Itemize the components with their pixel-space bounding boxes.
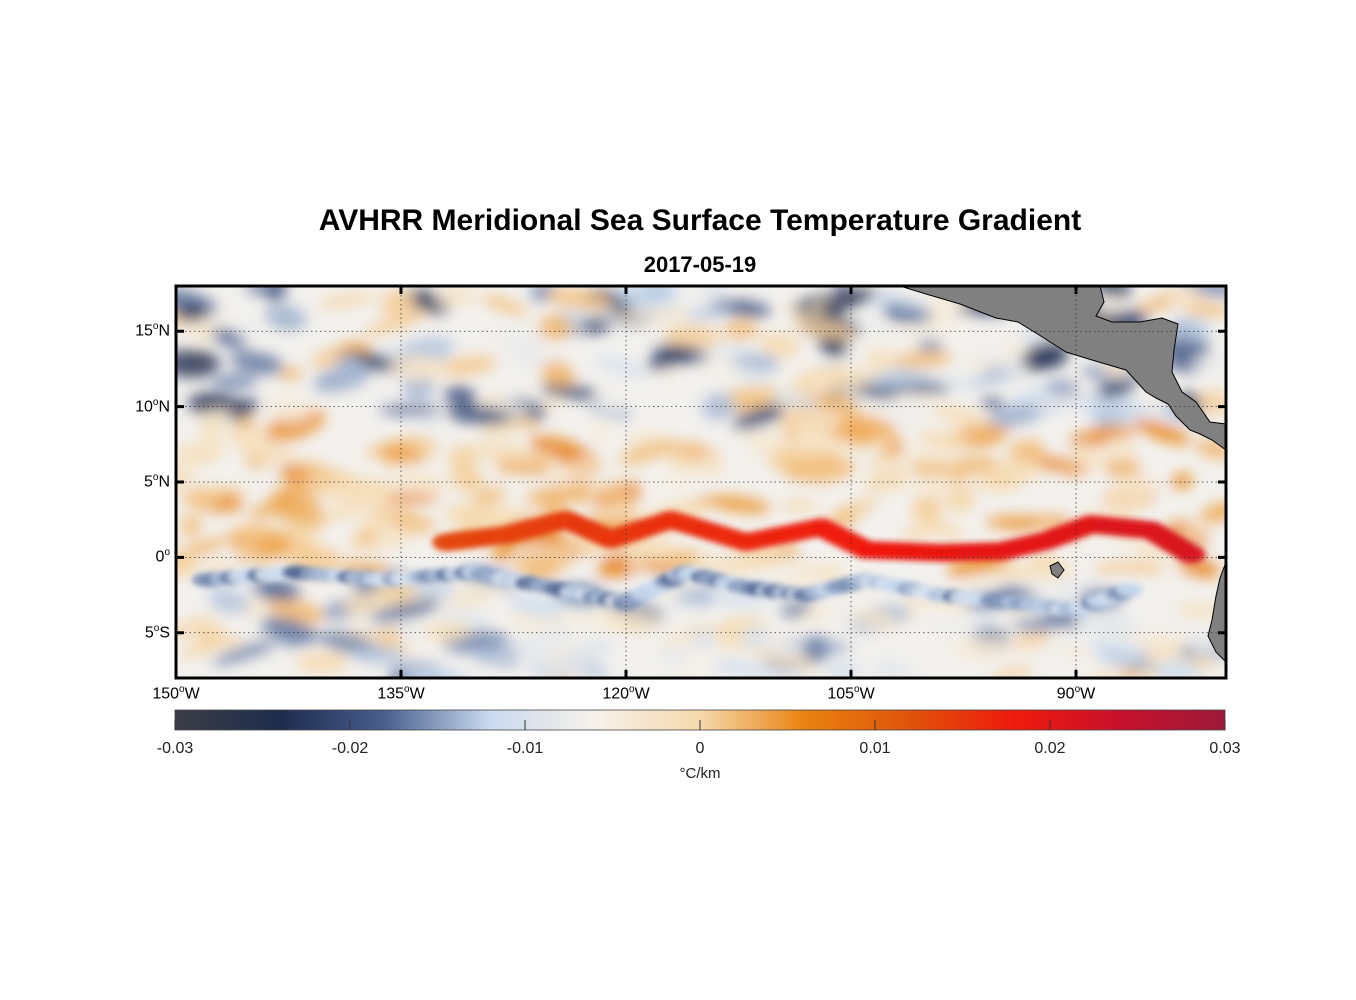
lat-label-5N: 5oN xyxy=(143,472,170,491)
lon-label-105W: 105oW xyxy=(827,684,875,703)
colorbar-label: 0.02 xyxy=(1034,740,1066,757)
lon-label-120W: 120oW xyxy=(602,684,650,703)
colorbar-ticks xyxy=(174,720,1226,730)
lat-label-10N: 10oN xyxy=(135,396,170,415)
colorbar-label: 0.01 xyxy=(859,740,891,757)
map-subtitle: 2017-05-19 xyxy=(643,252,757,277)
colorbar-label: 0.03 xyxy=(1209,740,1241,757)
land-mass xyxy=(899,286,1226,663)
central-america-land xyxy=(899,286,1226,451)
map-title: AVHRR Meridional Sea Surface Temperature… xyxy=(318,204,1082,237)
lat-label-0: 0o xyxy=(155,547,170,566)
colorbar-label: -0.01 xyxy=(506,740,544,757)
south-america-land xyxy=(1207,561,1226,663)
galapagos-island xyxy=(1049,561,1065,579)
lat-label-15N: 15oN xyxy=(135,321,170,340)
lon-label-90W: 90oW xyxy=(1056,684,1096,703)
lon-label-150W: 150oW xyxy=(152,684,200,703)
colorbar-label: -0.03 xyxy=(156,740,194,757)
colorbar-unit: °C/km xyxy=(679,765,721,782)
plot-area xyxy=(176,286,1226,678)
colorbar-label: 0 xyxy=(695,740,705,757)
lat-label-5S: 5oS xyxy=(144,622,170,642)
lon-label-135W: 135oW xyxy=(377,684,425,703)
colorbar-label: -0.02 xyxy=(331,740,369,757)
gradient-field-soft xyxy=(176,286,1226,678)
gradient-field-bands xyxy=(192,510,1206,618)
tick-marks xyxy=(174,286,1226,678)
